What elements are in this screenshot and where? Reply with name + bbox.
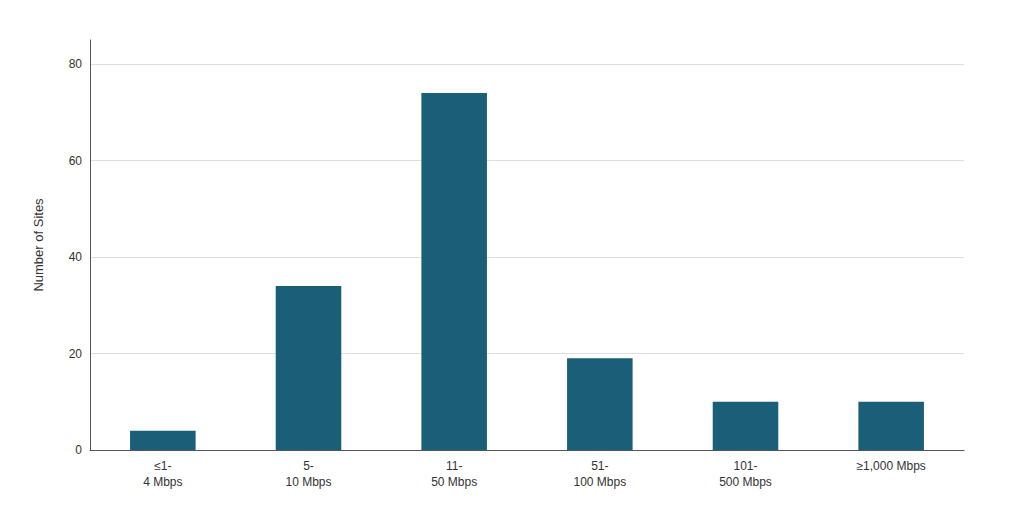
svg-text:0: 0 xyxy=(75,443,82,457)
svg-text:20: 20 xyxy=(69,347,83,361)
svg-text:500 Mbps: 500 Mbps xyxy=(719,475,772,489)
svg-text:80: 80 xyxy=(69,57,83,71)
svg-text:5-: 5- xyxy=(303,459,314,473)
svg-text:51-: 51- xyxy=(591,459,608,473)
svg-text:≥1,000 Mbps: ≥1,000 Mbps xyxy=(857,459,926,473)
svg-text:100 Mbps: 100 Mbps xyxy=(573,475,626,489)
svg-text:≤1-: ≤1- xyxy=(154,459,171,473)
svg-text:4 Mbps: 4 Mbps xyxy=(143,475,182,489)
svg-text:60: 60 xyxy=(69,154,83,168)
svg-text:50 Mbps: 50 Mbps xyxy=(431,475,477,489)
svg-text:11-: 11- xyxy=(446,459,462,473)
svg-text:40: 40 xyxy=(69,250,83,264)
svg-text:10 Mbps: 10 Mbps xyxy=(285,475,331,489)
svg-text:101-: 101- xyxy=(733,459,757,473)
svg-text:Number of Sites: Number of Sites xyxy=(31,198,46,292)
